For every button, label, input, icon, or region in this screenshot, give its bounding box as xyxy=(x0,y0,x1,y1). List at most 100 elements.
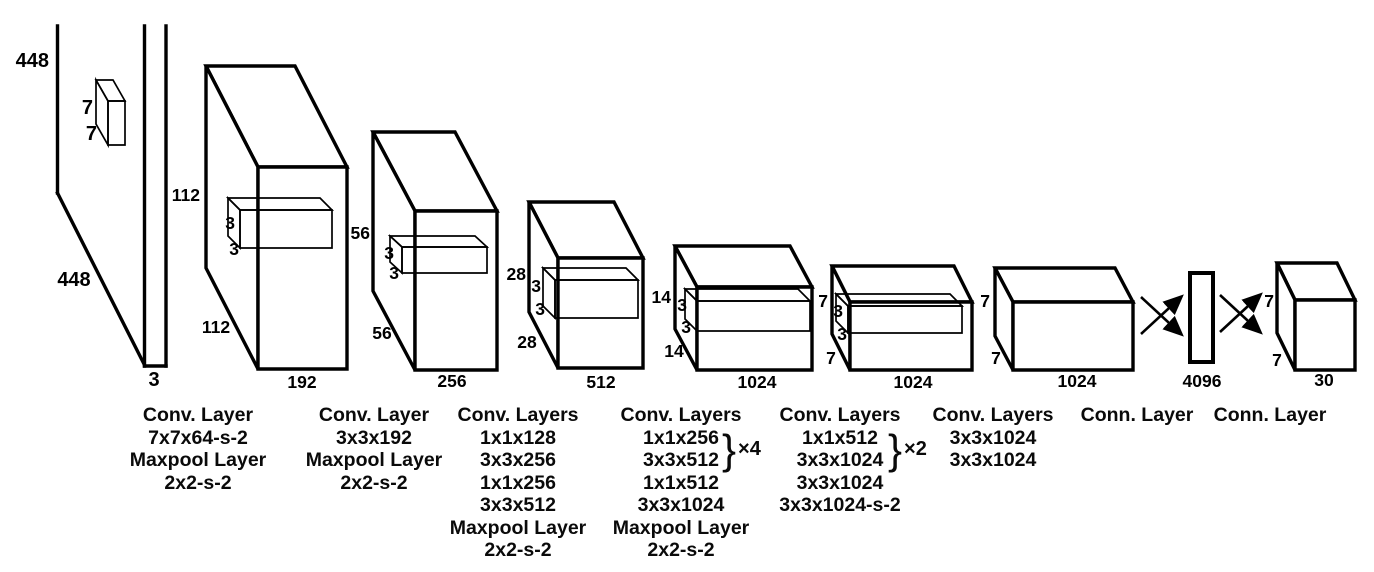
arrow-up-right xyxy=(1219,292,1263,333)
input-plane-bottom-edge xyxy=(55,190,147,368)
layer-title: Conv. Layer xyxy=(318,404,430,426)
kernel4-front-face xyxy=(696,300,811,332)
box4-front-face xyxy=(695,285,814,372)
box1-front-face xyxy=(256,165,349,371)
layer-title: Conn. Layer xyxy=(1213,404,1327,426)
kernel3-h-label: 3 xyxy=(531,276,541,296)
kernel5-front-face xyxy=(847,305,963,334)
fc-units-label: 4096 xyxy=(1183,371,1222,391)
layer-line: 2x2-s-2 xyxy=(340,471,408,494)
layer-line: 2x2-s-2 xyxy=(647,539,715,561)
box5-front-face xyxy=(848,300,974,372)
conv-block-3: 28 28 512 3 3 xyxy=(507,200,646,392)
box5-top-face xyxy=(829,264,975,304)
box2-height-label: 56 xyxy=(351,223,371,243)
brace-icon: } xyxy=(722,425,737,473)
kernel1-w-label: 3 xyxy=(229,239,239,259)
input-image: 448 448 3 xyxy=(16,24,168,391)
input-channels-label: 3 xyxy=(148,369,159,391)
layer-title: Conv. Layers xyxy=(457,404,579,426)
fc-layer-4096: 4096 xyxy=(1183,271,1222,391)
kernel2-front-face xyxy=(401,246,488,274)
kernel1-front-face xyxy=(239,209,333,249)
box6-front-face xyxy=(1011,300,1135,372)
patch-left-face xyxy=(95,76,109,149)
layer-title: Conv. Layer xyxy=(142,404,254,426)
kernel1-h-label: 3 xyxy=(225,213,235,233)
fc-crossing-arrows-2 xyxy=(1219,292,1263,335)
repeat-count: ×2 xyxy=(904,437,927,460)
fc-vector xyxy=(1188,271,1215,364)
box4-width-label: 14 xyxy=(664,341,684,361)
box5-depth-label: 1024 xyxy=(894,372,933,392)
output-depth-label: 30 xyxy=(1314,370,1334,390)
kernel5-w-label: 3 xyxy=(837,324,847,344)
box6-width-label: 7 xyxy=(991,348,1001,368)
box1-height-label: 112 xyxy=(172,185,200,205)
layer-line: Maxpool Layer xyxy=(449,516,587,539)
box2-width-label: 56 xyxy=(372,323,392,343)
kernel5-h-label: 3 xyxy=(833,301,843,321)
box2-front-face xyxy=(413,209,499,372)
output-height-label: 7 xyxy=(1264,291,1274,311)
conv-block-4: 14 14 1024 3 3 xyxy=(652,244,815,392)
layer-line: 3x3x1024 xyxy=(949,449,1037,471)
kernel3-front-face xyxy=(554,279,639,319)
layer-label-conv2: Conv. Layer 3x3x192 Maxpool Layer 2x2-s-… xyxy=(259,404,489,494)
conv-block-2: 56 56 256 3 3 xyxy=(351,130,500,391)
layer-line: 1x1x256 xyxy=(480,471,556,494)
box3-width-label: 28 xyxy=(517,332,537,352)
layer-label-conn1: Conn. Layer xyxy=(1022,404,1252,427)
patch-front-face xyxy=(107,100,126,146)
repeated-block: 1x1x512 3x3x1024 } ×2 xyxy=(725,427,955,472)
input-height-label: 448 xyxy=(16,50,49,72)
box5-width-label: 7 xyxy=(826,348,836,368)
layer-label-conv6: Conv. Layers 3x3x1024 3x3x1024 xyxy=(878,404,1108,472)
layer-label-conv5: Conv. Layers 1x1x512 3x3x1024 } ×2 3x3x1… xyxy=(725,404,955,517)
conv-block-6: 7 7 1024 xyxy=(980,266,1136,391)
kernel2-w-label: 3 xyxy=(389,263,399,283)
repeat-count: ×4 xyxy=(738,437,761,460)
layer-line: 3x3x256 xyxy=(480,449,556,471)
output-width-label: 7 xyxy=(1272,350,1282,370)
conv-block-5: 7 7 1024 3 3 xyxy=(818,264,975,392)
box1-depth-label: 192 xyxy=(287,372,316,392)
kernel4-h-label: 3 xyxy=(677,295,687,315)
box1-width-label: 112 xyxy=(202,317,230,337)
box4-height-label: 14 xyxy=(652,287,672,307)
patch-width-label: 7 xyxy=(86,123,97,145)
layer-label-conv4: Conv. Layers 1x1x256 3x3x512 } ×4 1x1x51… xyxy=(566,404,796,562)
layer-title: Conv. Layers xyxy=(779,404,901,426)
fc-crossing-arrows-1 xyxy=(1140,294,1184,337)
arrow-up-right xyxy=(1140,294,1184,335)
box6-depth-label: 1024 xyxy=(1058,371,1097,391)
layer-line: 3x3x1024 xyxy=(796,471,884,494)
layer-label-conv3: Conv. Layers 1x1x128 3x3x256 1x1x256 3x3… xyxy=(403,404,633,562)
output-cube: 7 7 30 xyxy=(1264,261,1358,390)
layer-line: 3x3x1024-s-2 xyxy=(779,494,901,516)
layer-line: 7x7x64-s-2 xyxy=(148,426,248,449)
kernel3-w-label: 3 xyxy=(535,299,545,319)
layer-label-conv1: Conv. Layer 7x7x64-s-2 Maxpool Layer 2x2… xyxy=(83,404,313,494)
box6-height-label: 7 xyxy=(980,291,990,311)
layer-line: 3x3x1024 xyxy=(949,426,1037,449)
box3-front-face xyxy=(556,256,645,370)
brace-icon: } xyxy=(888,425,903,473)
conv-block-1: 112 112 192 3 3 xyxy=(172,64,350,392)
box5-height-label: 7 xyxy=(818,291,828,311)
box6-top-face xyxy=(992,266,1136,304)
patch-top-face xyxy=(94,79,127,102)
layer-line: 3x3x1024 xyxy=(637,494,725,516)
box4-depth-label: 1024 xyxy=(738,372,777,392)
repeated-block: 1x1x256 3x3x512 } ×4 xyxy=(566,427,796,472)
layer-line: Maxpool Layer xyxy=(305,449,443,471)
layer-line: 1x1x256 xyxy=(643,426,719,449)
repeat-annotation: } ×2 xyxy=(888,427,927,472)
layer-line: Maxpool Layer xyxy=(612,516,750,539)
layer-line: 2x2-s-2 xyxy=(484,539,552,561)
layer-line: 2x2-s-2 xyxy=(164,471,232,494)
layer-line: 1x1x512 xyxy=(643,471,719,494)
layer-title: Conn. Layer xyxy=(1080,404,1194,426)
